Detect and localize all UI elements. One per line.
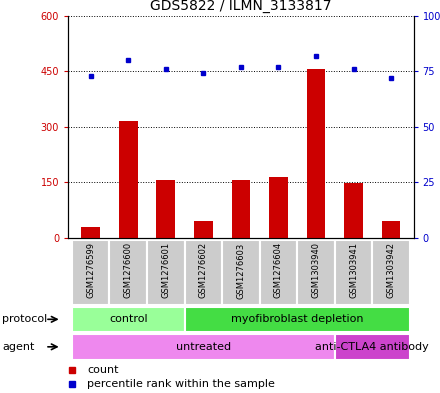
Bar (110, 240, 147, 305)
Text: GSM1303941: GSM1303941 (349, 242, 358, 298)
Bar (335, 334, 410, 360)
Bar (297, 240, 335, 305)
Text: protocol: protocol (2, 314, 48, 324)
Bar (119, 121, 138, 238)
Text: GSM1276604: GSM1276604 (274, 242, 283, 298)
Bar (81, 227, 100, 238)
Text: GSM1276602: GSM1276602 (199, 242, 208, 298)
Text: GSM1276601: GSM1276601 (161, 242, 170, 298)
Text: GSM1303940: GSM1303940 (312, 242, 320, 298)
Bar (307, 70, 325, 238)
Text: count: count (87, 365, 119, 375)
Text: GSM1303942: GSM1303942 (387, 242, 396, 298)
Text: GSM1276600: GSM1276600 (124, 242, 133, 298)
Text: control: control (109, 314, 147, 324)
Text: GSM1276599: GSM1276599 (86, 242, 95, 298)
Bar (147, 240, 185, 305)
Text: percentile rank within the sample: percentile rank within the sample (87, 379, 275, 389)
Bar (335, 240, 372, 305)
Bar (194, 221, 213, 238)
Bar (260, 240, 297, 305)
Bar (269, 177, 288, 238)
Bar (72, 240, 110, 305)
Text: myofibroblast depletion: myofibroblast depletion (231, 314, 363, 324)
Bar (185, 307, 410, 332)
Bar (381, 221, 400, 238)
Bar (372, 240, 410, 305)
Bar (222, 240, 260, 305)
Bar (72, 334, 335, 360)
Bar (157, 180, 175, 238)
Bar (231, 180, 250, 238)
Title: GDS5822 / ILMN_3133817: GDS5822 / ILMN_3133817 (150, 0, 332, 13)
Bar (72, 307, 185, 332)
Text: agent: agent (2, 342, 35, 352)
Bar (185, 240, 222, 305)
Text: untreated: untreated (176, 342, 231, 352)
Text: GSM1276603: GSM1276603 (236, 242, 246, 299)
Bar (344, 183, 363, 238)
Text: anti-CTLA4 antibody: anti-CTLA4 antibody (315, 342, 429, 352)
